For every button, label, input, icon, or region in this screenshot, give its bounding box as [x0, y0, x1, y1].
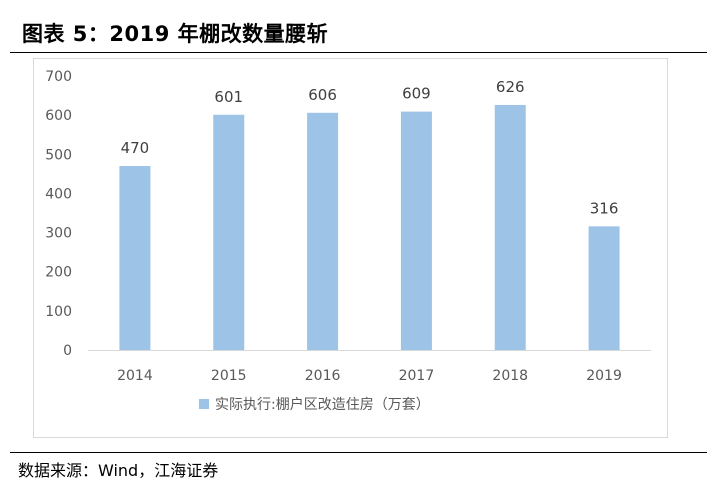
y-tick-label: 300	[45, 226, 72, 242]
bar	[400, 111, 432, 350]
legend-swatch	[199, 399, 209, 409]
bar-series	[119, 104, 620, 350]
bar	[213, 114, 245, 350]
x-tick-label: 2015	[211, 368, 247, 384]
bar-chart: 0 100 200 300 400 500 600 700 470 601 606 609 626 31…	[45, 69, 651, 413]
bar	[494, 104, 526, 350]
y-tick-label: 0	[63, 343, 72, 359]
data-label: 470	[121, 139, 150, 157]
bar	[307, 112, 339, 350]
x-tick-label: 2014	[117, 368, 153, 384]
bar	[588, 226, 620, 350]
y-tick-label: 100	[45, 304, 72, 320]
data-label: 316	[590, 199, 619, 217]
chart-frame: 0 100 200 300 400 500 600 700 470 601 606 609 626 31…	[33, 58, 668, 438]
legend: 实际执行:棚户区改造住房（万套）	[199, 396, 430, 413]
y-tick-label: 700	[45, 69, 72, 85]
source-rule	[10, 452, 707, 453]
figure-title: 图表 5：2019 年棚改数量腰斩	[22, 22, 329, 46]
x-tick-label: 2019	[586, 368, 622, 384]
data-label: 626	[496, 78, 525, 96]
y-axis: 0 100 200 300 400 500 600 700	[45, 69, 72, 359]
legend-label: 实际执行:棚户区改造住房（万套）	[215, 396, 430, 413]
y-tick-label: 400	[45, 186, 72, 202]
y-tick-label: 500	[45, 147, 72, 163]
x-tick-label: 2016	[305, 368, 341, 384]
source-note: 数据来源：Wind，江海证券	[18, 461, 219, 480]
data-label: 609	[402, 85, 431, 103]
y-tick-label: 200	[45, 265, 72, 281]
x-axis: 2014 2015 2016 2017 2018 2019	[88, 350, 651, 384]
x-tick-label: 2018	[492, 368, 528, 384]
x-tick-label: 2017	[399, 368, 435, 384]
y-tick-label: 600	[45, 108, 72, 124]
data-labels: 470 601 606 609 626 316	[121, 78, 619, 217]
data-label: 601	[214, 88, 243, 106]
title-rule	[10, 52, 707, 53]
bar	[119, 166, 151, 350]
data-label: 606	[308, 86, 337, 104]
